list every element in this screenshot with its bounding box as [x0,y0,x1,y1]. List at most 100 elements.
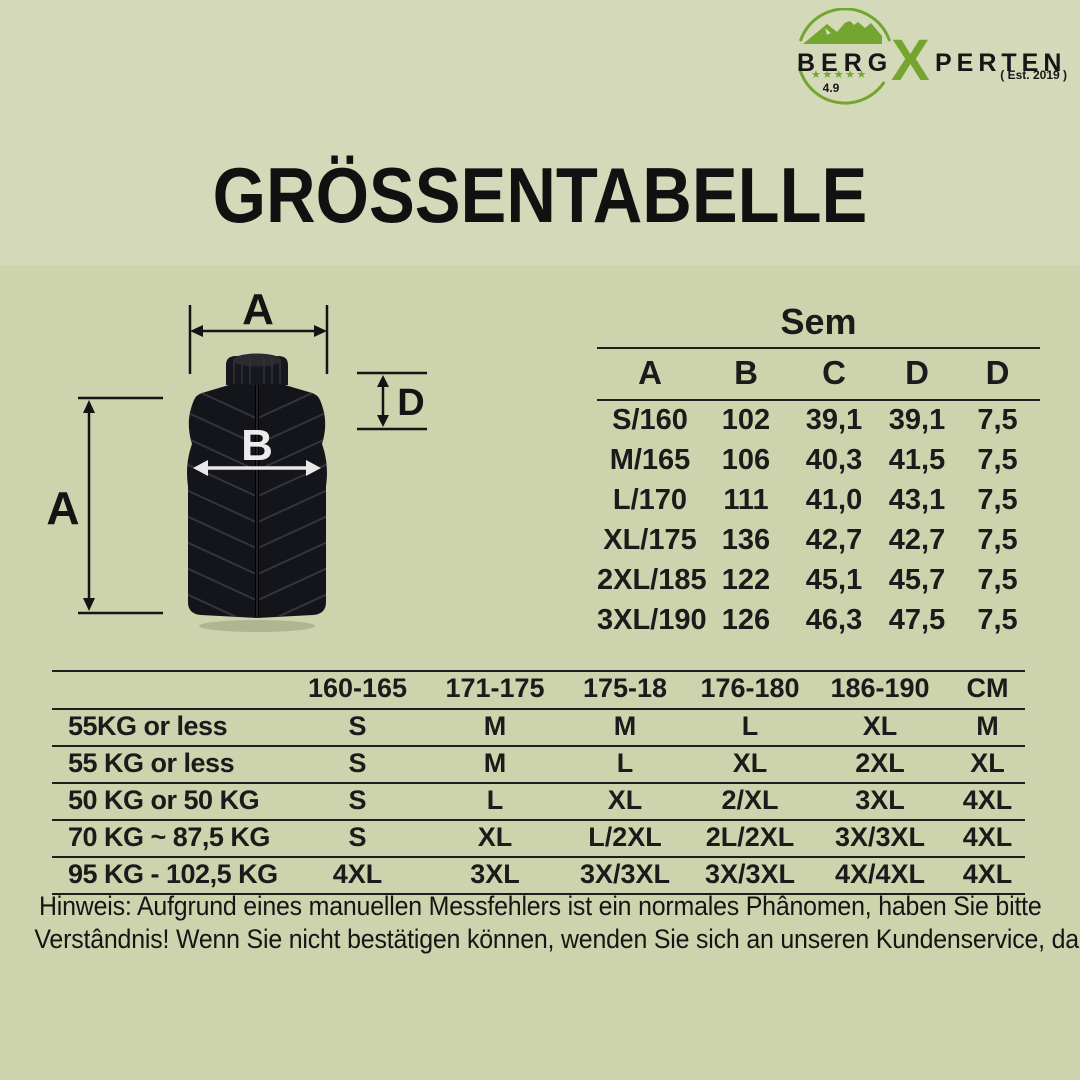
cell: 4XL [950,820,1025,858]
cell: 3X/3XL [560,857,690,895]
table-row: 70 KG ~ 87,5 KG S XL L/2XL 2L/2XL 3X/3XL… [52,820,1025,858]
cell: 111 [723,484,769,516]
cell: 45,1 [805,564,863,596]
column-header: D [879,347,955,401]
cell: 2/XL [690,783,810,821]
cell: M [430,746,560,784]
cell: 39,1 [888,404,946,436]
table-row: L/170 111 41,0 43,1 7,5 [597,481,1040,521]
cell: M [950,709,1025,747]
table-row: 2XL/185 122 45,1 45,7 7,5 [597,561,1040,601]
column-header: A [597,347,703,401]
weight-label: 95 KG - 102,5 KG [52,857,285,895]
cell: S [285,746,430,784]
column-header: 171-175 [430,670,560,710]
brand-text-x: X [891,28,930,93]
cell: XL [810,709,950,747]
vest-diagram-icon: A D B A [46,285,427,632]
cell: M [560,709,690,747]
cell: 7,5 [977,444,1018,476]
cell: 3XL [810,783,950,821]
weight-label: 55KG or less [52,709,285,747]
table-row: 50 KG or 50 KG S L XL 2/XL 3XL 4XL [52,783,1025,821]
column-header: D [955,347,1040,401]
column-header: 175-18 [560,670,690,710]
cell: L [690,709,810,747]
cell: 7,5 [977,404,1018,436]
cell: S [285,783,430,821]
cell: 3XL [430,857,560,895]
brand-text-left: BERG [797,49,893,77]
table-row: M/165 106 40,3 41,5 7,5 [597,441,1040,481]
established-text: ( Est. 2019 ) [1000,68,1067,82]
cell: 122 [721,564,771,596]
cell: L/2XL [560,820,690,858]
cell: 42,7 [805,524,863,556]
note-line-1: Hinweis: Aufgrund eines manuellen Messfe… [38,891,1042,921]
measure-label-length: A [46,482,79,534]
cell: 7,5 [977,564,1018,596]
cell: XL [430,820,560,858]
size-label: S/160 [612,404,688,436]
cell: 2L/2XL [690,820,810,858]
cell: 41,0 [805,484,863,516]
cell: L [430,783,560,821]
table-header-row: A B C D D [597,347,1040,401]
mountain-logo-icon: BERG X PERTEN ★★★★★ 4.9 ( Est. 2019 ) [797,7,1067,105]
table-row: XL/175 136 42,7 42,7 7,5 [597,521,1040,561]
cell: 2XL [810,746,950,784]
size-measurement-table: Sem A B C D D S/160 102 39,1 39,1 7,5 M/… [597,300,1040,641]
column-header [52,670,285,710]
brand-text-right: PERTEN [935,49,1066,77]
column-header: C [789,347,879,401]
page-title-text: GRÖSSENTABELLE [212,151,868,239]
cell: 7,5 [977,524,1018,556]
column-header: CM [950,670,1025,710]
weight-label: 55 KG or less [52,746,285,784]
cell: 3X/3XL [690,857,810,895]
cell: XL [950,746,1025,784]
note-line-2: Verstândnis! Wenn Sie nicht bestätigen k… [34,924,1080,954]
cell: 4XL [285,857,430,895]
table-row: 55KG or less S M M L XL M [52,709,1025,747]
cell: 42,7 [888,524,946,556]
size-label: M/165 [609,444,691,476]
cell: 4X/4XL [810,857,950,895]
weight-label: 50 KG or 50 KG [52,783,285,821]
cell: XL [690,746,810,784]
cell: 7,5 [977,604,1018,636]
cell: 7,5 [977,484,1018,516]
size-label: 2XL/185 [597,564,707,596]
weight-label: 70 KG ~ 87,5 KG [52,820,285,858]
cell: 3X/3XL [810,820,950,858]
cell: 106 [721,444,771,476]
size-table-title: Sem [780,301,857,342]
page-title: GRÖSSENTABELLE [0,150,1080,241]
size-label: XL/175 [603,524,697,556]
column-header: B [703,347,789,401]
vest-measurement-diagram: A D B A [30,272,450,662]
cell: 46,3 [805,604,863,636]
measure-label-chest: B [241,421,273,470]
rating-value: 4.9 [823,81,840,95]
cell: 126 [721,604,771,636]
cell: 4XL [950,783,1025,821]
column-header: 176-180 [690,670,810,710]
cell: 45,7 [888,564,946,596]
table-row: 3XL/190 126 46,3 47,5 7,5 [597,601,1040,641]
cell: S [285,820,430,858]
cell: XL [560,783,690,821]
table-header-row: 160-165 171-175 175-18 176-180 186-190 C… [52,670,1025,710]
size-label: 3XL/190 [597,604,707,636]
cell: 102 [721,404,771,436]
measure-label-shoulder: A [242,285,274,334]
table-row: 55 KG or less S M L XL 2XL XL [52,746,1025,784]
table-row: S/160 102 39,1 39,1 7,5 [597,400,1040,441]
cell: 43,1 [888,484,946,516]
measure-label-collar: D [397,382,424,424]
disclaimer-note: Hinweis: Aufgrund eines manuellen Messfe… [0,890,1080,956]
cell: 4XL [950,857,1025,895]
rating-stars-icon: ★★★★★ [811,69,868,81]
weight-height-table: 160-165 171-175 175-18 176-180 186-190 C… [52,670,1025,895]
table-row: 95 KG - 102,5 KG 4XL 3XL 3X/3XL 3X/3XL 4… [52,857,1025,895]
